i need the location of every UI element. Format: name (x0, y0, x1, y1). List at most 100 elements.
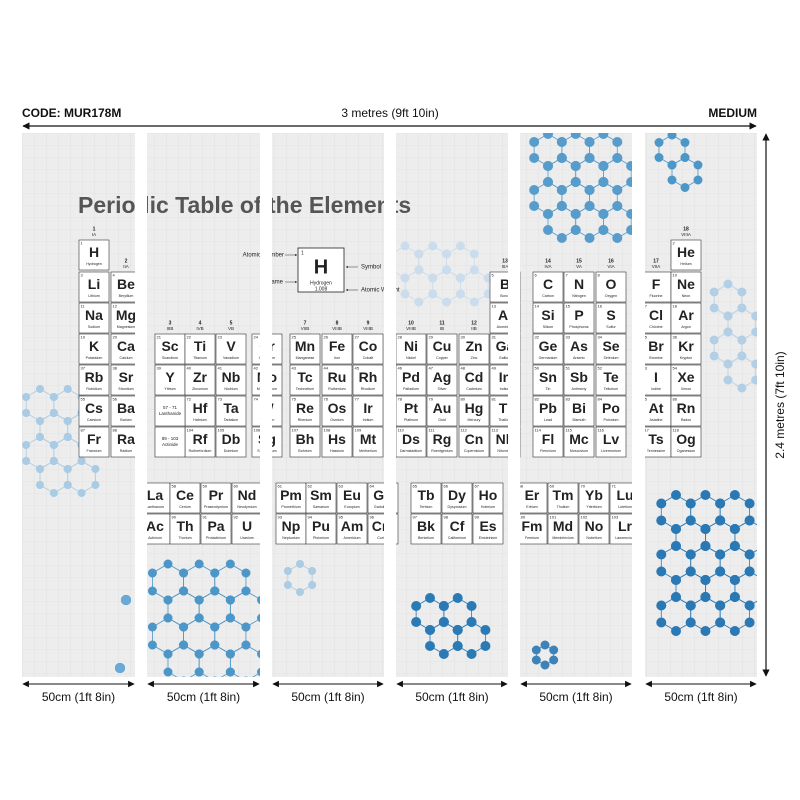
atom (549, 655, 559, 665)
element-symbol: Cn (465, 431, 484, 447)
atom (751, 359, 757, 369)
element-name: Neon (682, 294, 691, 298)
atom (744, 566, 755, 577)
element-name: Dysprosium (448, 505, 467, 509)
atom (709, 351, 719, 361)
atom (584, 233, 595, 243)
atom (480, 641, 491, 651)
element-symbol: V (226, 338, 236, 354)
group-label: VIB (263, 326, 270, 331)
group-label: IVA (545, 264, 552, 269)
atomic-number: 99 (475, 515, 480, 520)
element-name: Krypton (680, 356, 692, 360)
atom (685, 549, 696, 560)
atomic-number: 17 (643, 304, 648, 309)
element-symbol: P (574, 307, 583, 323)
panel-dimensions: 50cm (1ft 8in) 50cm (1ft 8in) 50cm (1ft 8i… (22, 680, 757, 704)
element-name: Samarium (313, 505, 329, 509)
element-symbol: Ce (176, 487, 194, 503)
element-cell (352, 333, 384, 365)
element-cell (532, 364, 564, 396)
group-number: 1 (93, 226, 96, 232)
atomic-number: 57 (142, 484, 147, 489)
atom (656, 617, 667, 628)
atomic-number: 37 (81, 366, 86, 371)
element-symbol: Pr (209, 487, 224, 503)
atom (147, 586, 157, 596)
atom (179, 586, 189, 596)
atom (680, 138, 690, 147)
atom (194, 649, 204, 659)
atom (715, 566, 726, 577)
element-cell (595, 426, 627, 458)
atom (667, 160, 677, 170)
atom (556, 185, 567, 195)
atom (257, 613, 267, 623)
element-cell (563, 364, 595, 396)
group-number: 18 (683, 226, 689, 232)
element-name: Indium (500, 387, 511, 391)
placeholder-range: 57 - 71 (163, 405, 178, 410)
atom (428, 289, 438, 299)
atom (529, 201, 540, 211)
element-cell (395, 333, 427, 365)
atom (626, 177, 637, 187)
atomic-number: 74 (254, 397, 259, 402)
atomic-number: 85 (643, 397, 648, 402)
element-symbol: Th (176, 518, 193, 534)
atom (308, 581, 317, 589)
element-name: Lead (544, 418, 552, 422)
atom (455, 289, 465, 299)
element-symbol: La (147, 487, 164, 503)
atomic-number: 32 (535, 335, 540, 340)
element-symbol: Ra (117, 431, 135, 447)
atom (163, 649, 173, 659)
atomic-number: 15 (566, 304, 571, 309)
element-symbol: Cs (85, 400, 103, 416)
element-name: Francium (87, 449, 102, 453)
atom (147, 622, 157, 632)
element-cell (154, 426, 186, 458)
key-label: Atomic Weight (361, 288, 400, 294)
atom (612, 153, 623, 163)
group-label: IIA (123, 264, 129, 269)
atomic-number: 103 (612, 515, 619, 520)
product-code: CODE: MUR178M (22, 106, 121, 120)
element-name: Iodine (651, 387, 661, 391)
element-name: Platinum (404, 418, 418, 422)
element-symbol: N (574, 276, 584, 292)
atomic-number: 86 (673, 397, 678, 402)
atomic-number: 51 (566, 366, 571, 371)
atom (612, 137, 623, 147)
atom (466, 649, 477, 659)
element-cell (78, 333, 110, 365)
mural-title: Periodic Table of the Elements (78, 192, 411, 218)
element-name: Mercury (468, 418, 481, 422)
atomic-number: 35 (643, 335, 648, 340)
atom (63, 465, 72, 473)
element-symbol: Na (85, 307, 103, 323)
element-symbol: Nb (222, 369, 241, 385)
element-name: Radon (681, 418, 692, 422)
element-name: Radium (120, 449, 132, 453)
element-cell (426, 395, 458, 427)
element-name: Selenium (604, 356, 619, 360)
atomic-number: 33 (566, 335, 571, 340)
atomic-number: 101 (550, 515, 557, 520)
height-label: 2.4 metres (7ft 10in) (773, 351, 787, 458)
element-cell (289, 426, 321, 458)
element-cell (670, 302, 702, 334)
molecule (656, 490, 757, 636)
atom (63, 385, 72, 393)
atom (91, 481, 100, 489)
molecule (531, 640, 559, 670)
atom (283, 581, 292, 589)
atom (194, 667, 204, 677)
atom (667, 175, 677, 185)
atom (428, 241, 438, 251)
element-cell (184, 333, 216, 365)
element-symbol: At (649, 400, 664, 416)
element-cell (563, 271, 595, 303)
atom (452, 641, 463, 651)
atom (744, 498, 755, 509)
